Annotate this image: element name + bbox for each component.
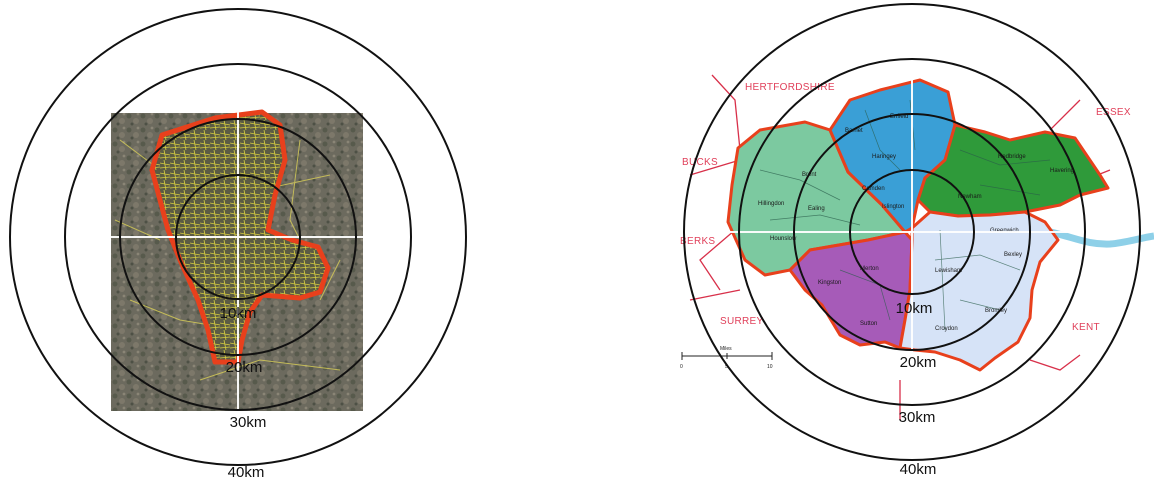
ring-label-10km: 10km — [220, 305, 257, 322]
county-label-surrey: SURREY — [720, 316, 764, 327]
scale-label: Miles — [720, 346, 732, 352]
borough-label: Hounslow — [770, 236, 797, 242]
ring-label-20km: 20km — [900, 354, 937, 371]
ring-20km — [119, 118, 357, 356]
zone-south-east — [898, 210, 1060, 372]
ring-label-30km: 30km — [230, 414, 267, 431]
borough-label: Haringey — [872, 154, 896, 160]
left-satellite-map: 10km 20km 30km 40km — [0, 8, 530, 481]
ring-label-40km: 40km — [228, 464, 265, 481]
borough-label: Camden — [862, 186, 885, 192]
county-label-bucks: BUCKS — [682, 157, 718, 168]
borough-label: Lewisham — [935, 268, 962, 274]
borough-label: Kingston — [818, 280, 841, 286]
ring-30km — [64, 63, 412, 411]
borough-label: Barnet — [845, 128, 863, 134]
scale-bar: Miles 0 5 10 — [680, 346, 773, 370]
scale-tick: 10 — [767, 364, 773, 370]
ring-label-10km: 10km — [896, 300, 933, 317]
borough-label: Ealing — [808, 206, 825, 212]
borough-label: Hillingdon — [758, 201, 784, 207]
scale-tick: 0 — [680, 364, 683, 370]
county-label-berks: BERKS — [680, 236, 715, 247]
county-label-hertfordshire: HERTFORDSHIRE — [745, 82, 835, 93]
ring-10km — [175, 174, 301, 300]
borough-label: Bexley — [1004, 252, 1022, 258]
county-label-essex: ESSEX — [1096, 107, 1131, 118]
borough-label: Merton — [860, 266, 879, 272]
borough-label: Bromley — [985, 308, 1007, 314]
ring-20km — [793, 113, 1031, 351]
ring-label-20km: 20km — [226, 359, 263, 376]
ring-label-30km: 30km — [899, 409, 936, 426]
borough-label: Croydon — [935, 326, 958, 332]
ring-label-40km: 40km — [900, 461, 937, 478]
ring-40km — [683, 3, 1141, 461]
borough-label: Enfield — [890, 114, 908, 120]
right-borough-map: Barnet Enfield Haringey Brent Ealing Hil… — [680, 3, 1154, 478]
scale-tick: 5 — [725, 364, 728, 370]
ring-30km — [738, 58, 1086, 406]
borough-label: Newham — [958, 194, 982, 200]
county-label-kent: KENT — [1072, 322, 1100, 333]
borough-label: Redbridge — [998, 154, 1026, 160]
borough-label: Sutton — [860, 321, 877, 327]
ring-10km — [849, 169, 975, 295]
borough-label: Havering — [1050, 168, 1074, 174]
ring-40km — [9, 8, 467, 466]
borough-label: Islington — [882, 204, 904, 210]
